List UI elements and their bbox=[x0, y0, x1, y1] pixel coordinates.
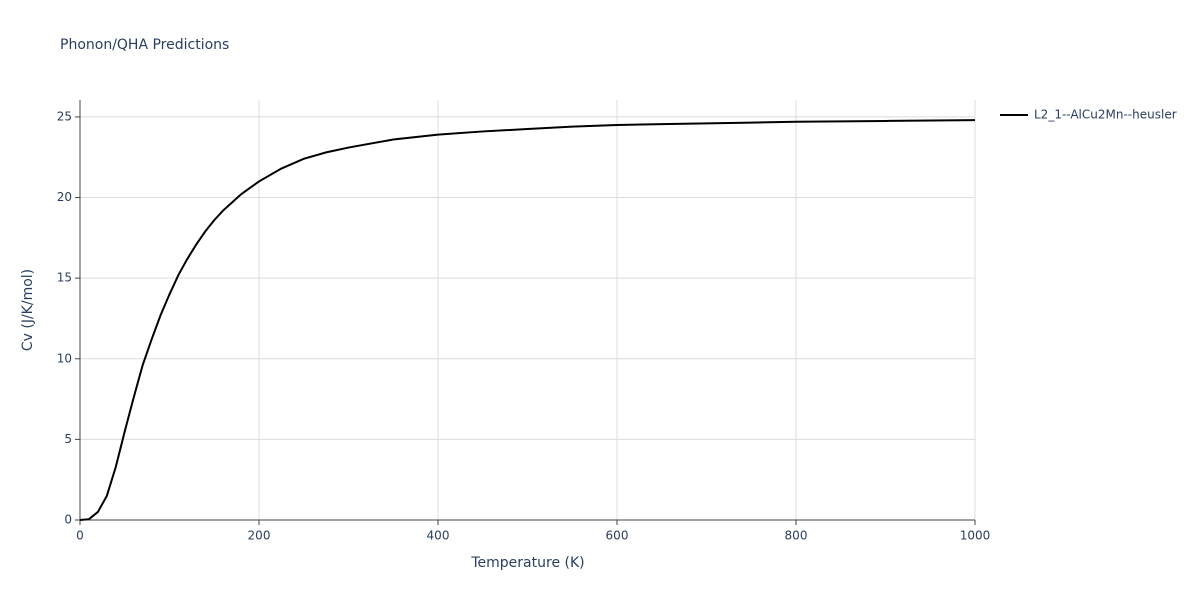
x-axis-title: Temperature (K) bbox=[470, 555, 584, 571]
x-tick-label: 200 bbox=[248, 529, 271, 543]
y-axis-title: Cv (J/K/mol) bbox=[20, 269, 36, 351]
line bbox=[79, 119, 976, 521]
legend-label: L2_1--AlCu2Mn--heusler bbox=[1034, 108, 1177, 122]
y-tick-label: 10 bbox=[57, 351, 72, 365]
x-tick-label: 800 bbox=[785, 529, 808, 543]
y-tick-label: 15 bbox=[57, 271, 72, 285]
x-tick-label: 600 bbox=[606, 529, 629, 543]
y-tick-label: 20 bbox=[57, 190, 72, 204]
y-tick-label: 0 bbox=[64, 513, 72, 527]
chart-title: Phonon/QHA Predictions bbox=[60, 37, 229, 53]
y-tick-label: 25 bbox=[57, 109, 72, 123]
x-tick-label: 0 bbox=[76, 529, 84, 543]
x-tick-label: 400 bbox=[427, 529, 450, 543]
y-tick-label: 5 bbox=[64, 432, 72, 446]
x-tick-label: 1000 bbox=[960, 529, 991, 543]
